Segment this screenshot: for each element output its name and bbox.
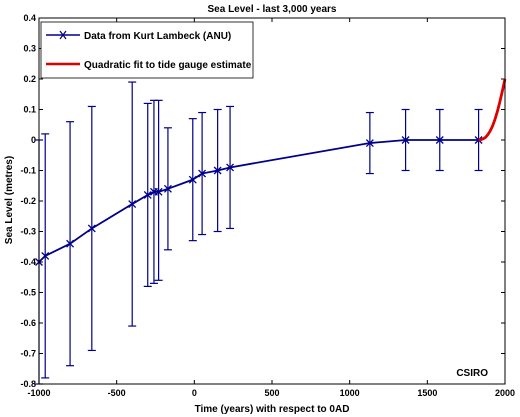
y-tick-label: -0.5 — [20, 288, 36, 298]
y-tick-label: -0.3 — [20, 227, 36, 237]
y-tick-label: -0.7 — [20, 349, 36, 359]
x-tick-label: -500 — [108, 388, 126, 398]
legend-marker-lambeck — [59, 30, 67, 40]
x-tick-label: 500 — [264, 388, 279, 398]
y-tick-label: 0.2 — [23, 74, 36, 84]
csiro-annotation: CSIRO — [456, 368, 488, 379]
y-tick-label: -0.4 — [20, 257, 36, 267]
x-tick-label: 1000 — [340, 388, 360, 398]
y-tick-label: 0.3 — [23, 44, 36, 54]
data-point-marker — [143, 190, 152, 199]
data-point-marker — [128, 200, 137, 209]
legend: Data from Kurt Lambeck (ANU) Quadratic f… — [40, 21, 254, 79]
data-point-marker — [226, 163, 235, 172]
data-point-marker — [154, 187, 163, 196]
data-point-marker — [87, 224, 96, 233]
data-point-marker — [163, 184, 172, 193]
data-point-marker — [66, 239, 75, 248]
y-tick-label: -0.6 — [20, 318, 36, 328]
data-point-marker — [435, 136, 444, 144]
data-point-marker — [401, 136, 410, 144]
data-point-marker — [188, 175, 197, 184]
data-point-marker — [198, 169, 207, 178]
y-tick-label: 0.4 — [23, 13, 36, 23]
x-tick-label: 0 — [192, 388, 197, 398]
y-tick-label: 0.1 — [23, 105, 36, 115]
legend-box — [40, 21, 254, 79]
x-tick-label: 1500 — [417, 388, 437, 398]
data-point-marker — [213, 166, 222, 175]
series-layer — [35, 78, 507, 385]
x-tick-label: -1000 — [27, 388, 50, 398]
y-tick-label: -0.1 — [20, 166, 36, 176]
x-axis-label: Time (years) with respect to 0AD — [195, 404, 350, 415]
legend-label-quadratic: Quadratic fit to tide gauge estimate — [84, 60, 252, 71]
data-point-marker — [365, 139, 374, 148]
y-axis-label: Sea Level (metres) — [4, 156, 15, 244]
x-tick-label: 2000 — [495, 388, 515, 398]
plot-frame — [38, 17, 506, 385]
chart-title: Sea Level - last 3,000 years — [208, 4, 337, 15]
y-tick-label: -0.8 — [20, 379, 36, 389]
legend-label-lambeck: Data from Kurt Lambeck (ANU) — [84, 31, 231, 42]
data-point-marker — [474, 136, 483, 144]
y-tick-label: 0 — [31, 135, 36, 145]
y-tick-label: -0.2 — [20, 196, 36, 206]
series-line-quadratic — [478, 78, 507, 142]
plot-area — [39, 18, 505, 384]
data-point-marker — [41, 251, 50, 260]
